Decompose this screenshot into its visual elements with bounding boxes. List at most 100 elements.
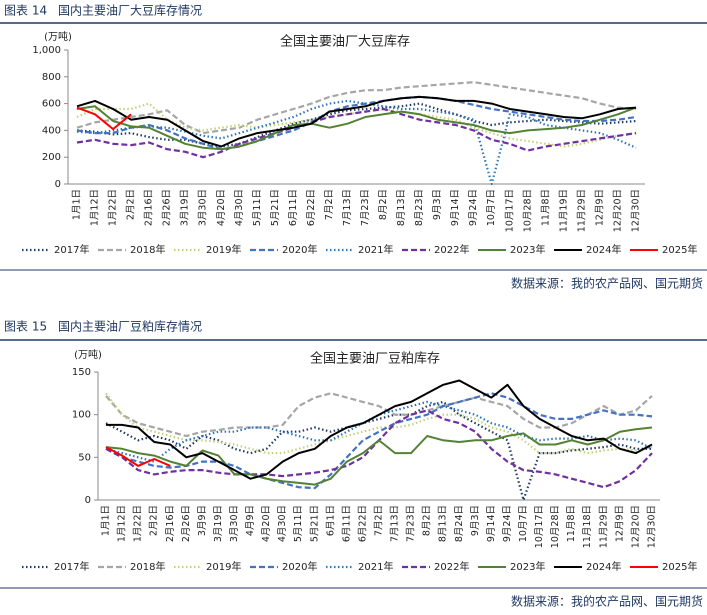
x-tick-label: 1月1日 <box>72 189 83 220</box>
x-tick-label: 8月2日 <box>378 189 389 220</box>
series-line <box>76 105 637 151</box>
x-tick-label: 2月2日 <box>149 505 160 536</box>
chart-title: 全国主要油厂豆粕库存 <box>310 351 440 367</box>
legend-label: 2020年 <box>282 243 317 256</box>
x-tick-label: 6月1日 <box>325 505 336 536</box>
x-tick-label: 12月30日 <box>630 189 641 232</box>
x-tick-label: 9月24日 <box>468 189 479 226</box>
y-tick-label: 0 <box>55 179 61 190</box>
series-line <box>105 392 653 438</box>
x-tick-label: 4月30日 <box>277 505 288 542</box>
x-tick-label: 7月23日 <box>360 189 371 226</box>
figure-label: 图表 15 <box>4 320 47 334</box>
x-tick-label: 8月13日 <box>396 189 407 226</box>
x-tick-label: 5月11日 <box>252 189 263 226</box>
x-tick-label: 11月8日 <box>566 505 577 542</box>
x-tick-label: 1月12日 <box>117 505 128 542</box>
x-tick-label: 8月2日 <box>422 505 433 536</box>
series-line <box>76 95 637 151</box>
figure-caption: 国内主要油厂大豆库存情况 <box>58 3 202 18</box>
x-tick-label: 1月22日 <box>133 505 144 542</box>
x-tick-label: 3月30日 <box>198 189 209 226</box>
series-line <box>105 400 653 463</box>
x-tick-label: 4月30日 <box>234 189 245 226</box>
x-tick-label: 9月3日 <box>432 189 443 220</box>
x-tick-label: 6月11日 <box>288 189 299 226</box>
x-tick-label: 12月9日 <box>594 189 605 226</box>
x-tick-label: 10月17日 <box>504 189 515 232</box>
series-line <box>105 392 653 490</box>
legend-label: 2023年 <box>510 560 545 573</box>
chart-title: 全国主要油厂大豆库存 <box>280 34 410 50</box>
x-tick-label: 9月14日 <box>450 189 461 226</box>
y-tick-label: 200 <box>42 152 61 163</box>
legend-label: 2018年 <box>130 560 165 573</box>
legend-label: 2022年 <box>434 560 469 573</box>
x-tick-label: 7月13日 <box>390 505 401 542</box>
legend-label: 2025年 <box>662 243 697 256</box>
x-tick-label: 10月7日 <box>486 189 497 226</box>
y-tick-label: 50 <box>78 452 91 463</box>
legend-label: 2019年 <box>206 243 241 256</box>
x-tick-label: 2月16日 <box>165 505 176 542</box>
x-tick-label: 10月7日 <box>518 505 529 542</box>
x-tick-label: 8月13日 <box>438 505 449 542</box>
legend-label: 2019年 <box>206 560 241 573</box>
y-tick-label: 800 <box>42 72 61 83</box>
x-tick-label: 1月22日 <box>108 189 119 226</box>
x-tick-label: 6月11日 <box>341 505 352 542</box>
y-tick-label: 150 <box>72 367 91 378</box>
x-tick-label: 3月19日 <box>180 189 191 226</box>
series-line <box>76 95 637 148</box>
y-tick-label: 0 <box>85 495 91 506</box>
series-line <box>76 102 637 148</box>
figure-label: 图表 14 <box>4 4 47 18</box>
x-tick-label: 3月19日 <box>213 505 224 542</box>
x-tick-label: 12月20日 <box>612 189 623 232</box>
x-tick-label: 3月30日 <box>229 505 240 542</box>
x-tick-label: 9月14日 <box>486 505 497 542</box>
x-tick-label: 12月20日 <box>630 505 641 548</box>
x-tick-label: 5月21日 <box>309 505 320 542</box>
x-tick-label: 4月9日 <box>245 505 256 536</box>
x-tick-label: 12月9日 <box>614 505 625 542</box>
x-tick-label: 4月20日 <box>216 189 227 226</box>
series-line <box>106 379 653 480</box>
x-tick-label: 8月24日 <box>454 505 465 542</box>
y-tick-label: 100 <box>72 410 91 421</box>
x-tick-label: 6月22日 <box>357 505 368 542</box>
series-line <box>105 446 171 467</box>
legend-label: 2025年 <box>662 560 697 573</box>
x-tick-label: 11月19日 <box>558 189 569 232</box>
series-line <box>76 81 637 135</box>
x-tick-label: 11月18日 <box>582 505 593 548</box>
figure-caption: 国内主要油厂豆粕库存情况 <box>58 319 202 334</box>
x-tick-label: 5月11日 <box>293 505 304 542</box>
x-tick-label: 11月29日 <box>598 505 609 548</box>
x-tick-label: 7月23日 <box>406 505 417 542</box>
x-tick-label: 12月30日 <box>646 505 657 548</box>
x-tick-label: 10月17日 <box>534 505 545 548</box>
x-tick-label: 6月22日 <box>306 189 317 226</box>
y-tick-label: 400 <box>42 125 61 136</box>
x-tick-label: 2月16日 <box>144 189 155 226</box>
x-tick-label: 10月28日 <box>550 505 561 548</box>
x-tick-label: 5月21日 <box>270 189 281 226</box>
legend-label: 2023年 <box>510 243 545 256</box>
x-tick-label: 3月9日 <box>197 505 208 536</box>
x-tick-label: 2月26日 <box>162 189 173 226</box>
legend-label: 2017年 <box>54 560 89 573</box>
source: 数据来源：我的农产品网、国元期货 <box>511 594 703 609</box>
series-line <box>105 400 652 502</box>
x-tick-label: 4月20日 <box>261 505 272 542</box>
source: 数据来源：我的农产品网、国元期货 <box>511 276 703 291</box>
x-tick-label: 7月2日 <box>374 505 385 536</box>
series-line <box>76 107 637 159</box>
x-tick-label: 10月28日 <box>522 189 533 232</box>
x-tick-label: 1月12日 <box>90 189 101 226</box>
y-axis-label: (万吨) <box>74 348 102 361</box>
series-line <box>105 392 653 455</box>
series-line <box>105 426 653 486</box>
series-line <box>76 106 132 131</box>
x-tick-label: 11月8日 <box>540 189 551 226</box>
